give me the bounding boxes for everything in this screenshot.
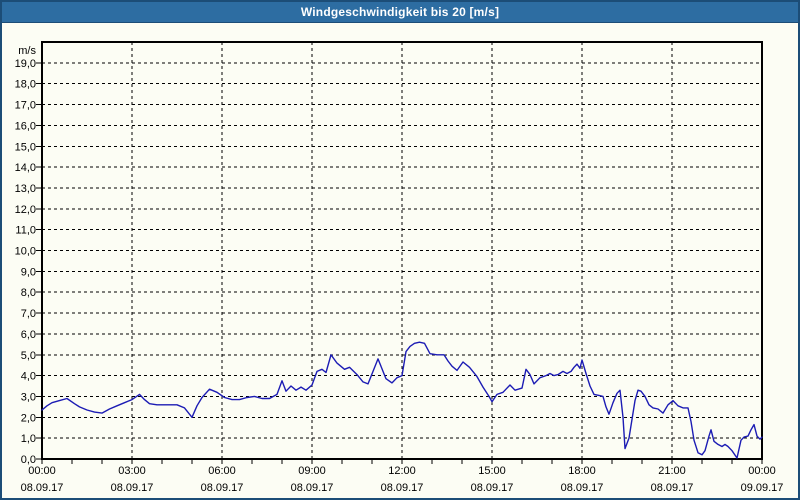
x-axis-time-label: 15:00 (478, 465, 506, 477)
x-axis-date-label: 08.09.17 (21, 482, 64, 494)
y-axis-tick-label: 12,0 (15, 204, 36, 216)
y-axis-tick-label: 9,0 (21, 266, 36, 278)
y-axis-tick-label: 17,0 (15, 100, 36, 112)
x-axis-date-label: 08.09.17 (381, 482, 424, 494)
chart-content: 0,0 1,0 2,0 3,0 4,0 5,0 6,0 7,0 8,0 9,0 10,0 11,0 12… (2, 23, 798, 498)
x-axis-date-label: 08.09.17 (291, 482, 334, 494)
y-axis-tick-label: 2,0 (21, 412, 36, 424)
x-axis-date-label: 08.09.17 (561, 482, 604, 494)
window-title-bar: Windgeschwindigkeit bis 20 [m/s] (2, 2, 798, 23)
x-axis-time-label: 12:00 (388, 465, 416, 477)
y-axis-tick-label: 15,0 (15, 141, 36, 153)
y-axis-tick-label: 13,0 (15, 183, 36, 195)
y-axis-unit-label: m/s (18, 45, 36, 57)
y-axis-tick-label: 1,0 (21, 433, 36, 445)
x-axis-date-label: 08.09.17 (201, 482, 244, 494)
wind-speed-chart: 0,0 1,0 2,0 3,0 4,0 5,0 6,0 7,0 8,0 9,0 10,0 11,0 12… (15, 41, 784, 494)
plot-border (41, 41, 763, 460)
y-axis-tick-label: 4,0 (21, 371, 36, 383)
x-axis-date-label: 09.09.17 (741, 482, 784, 494)
y-axis-tick-label: 18,0 (15, 79, 36, 91)
window-title: Windgeschwindigkeit bis 20 [m/s] (300, 5, 500, 19)
x-axis-time-label: 00:00 (28, 465, 56, 477)
y-axis-tick-label: 11,0 (15, 225, 36, 237)
x-axis-time-label: 03:00 (118, 465, 146, 477)
x-axis-date-label: 08.09.17 (111, 482, 154, 494)
wind-speed-line (41, 341, 763, 459)
y-axis-tick-label: 6,0 (21, 329, 36, 341)
x-axis-date-label: 08.09.17 (651, 482, 694, 494)
y-axis-tick-label: 10,0 (15, 246, 36, 258)
y-axis-tick-label: 16,0 (15, 120, 36, 132)
x-axis-date-label: 08.09.17 (471, 482, 514, 494)
y-axis-tick-label: 19,0 (15, 58, 36, 70)
x-axis-time-label: 21:00 (658, 465, 686, 477)
x-axis-time-label: 09:00 (298, 465, 326, 477)
x-axis-time-label: 00:00 (748, 465, 776, 477)
x-axis-time-label: 06:00 (208, 465, 236, 477)
y-axis-tick-label: 3,0 (21, 391, 36, 403)
x-axis-time-label: 18:00 (568, 465, 596, 477)
y-axis-tick-label: 8,0 (21, 287, 36, 299)
y-axis-tick-label: 7,0 (21, 308, 36, 320)
y-axis-tick-label: 0,0 (21, 454, 36, 466)
y-axis-tick-label: 14,0 (15, 162, 36, 174)
y-axis-tick-label: 5,0 (21, 350, 36, 362)
